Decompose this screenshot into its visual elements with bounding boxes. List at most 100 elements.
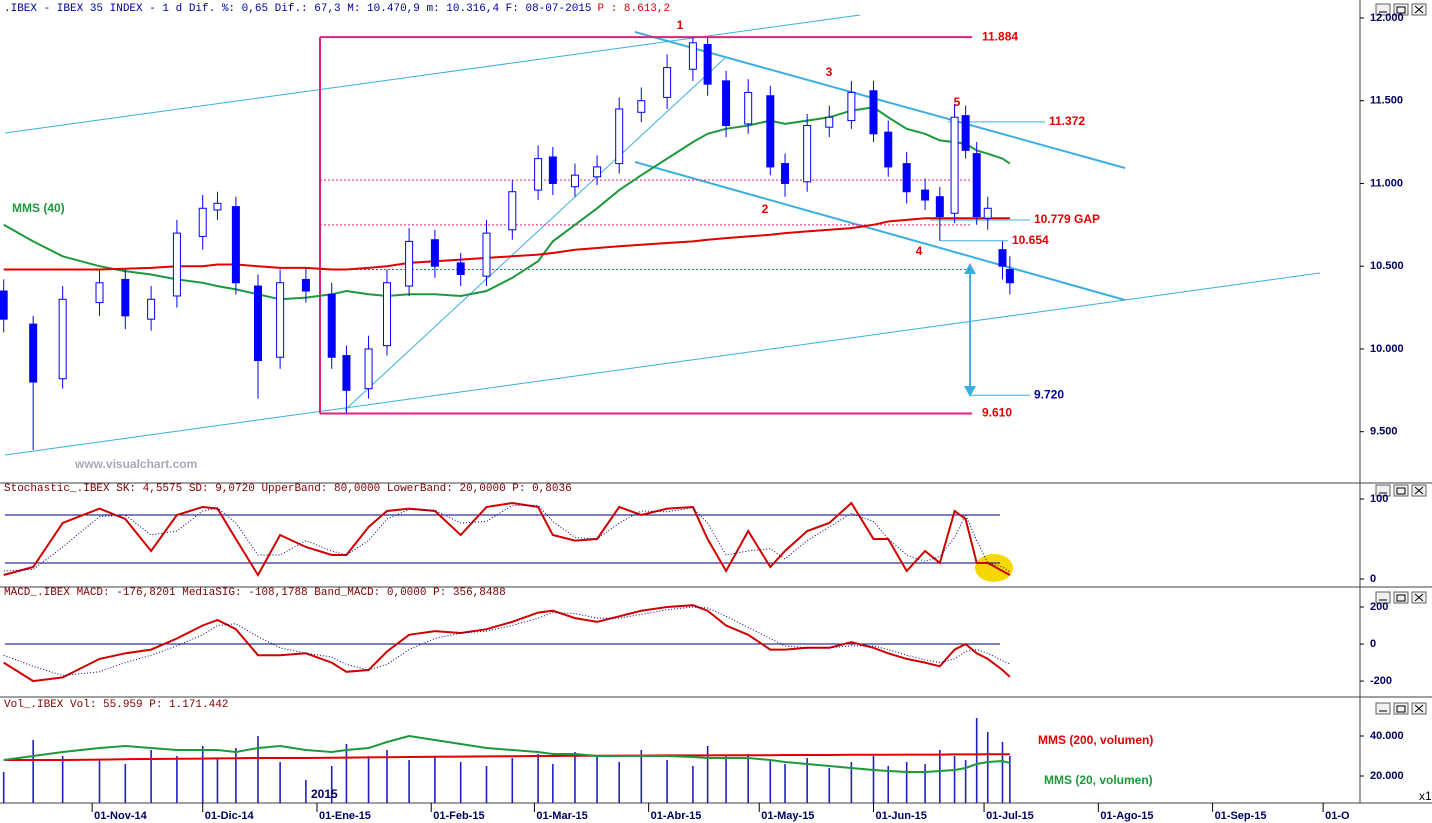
window-button[interactable] <box>1393 484 1409 497</box>
wave-label: 1 <box>677 18 684 32</box>
window-button[interactable] <box>1375 591 1391 604</box>
series-name: MMS (20, volumen) <box>1044 773 1153 787</box>
volume-bar <box>618 762 620 803</box>
panel-header: Vol_.IBEX Vol: 55.959 P: 1.171.442 <box>4 699 228 711</box>
series-name: MMS (200, volumen) <box>1038 733 1153 747</box>
level-label: 11.884 <box>982 29 1018 43</box>
volume-bar <box>806 758 808 803</box>
button-icon <box>1396 594 1406 602</box>
candle-body <box>456 262 465 275</box>
volume-bar <box>511 758 514 803</box>
volume-bar <box>872 756 875 803</box>
button-icon <box>1396 6 1406 14</box>
volume-bar <box>725 756 727 803</box>
volume-bar <box>640 750 643 803</box>
window-button[interactable] <box>1375 484 1391 497</box>
wave-label: 4 <box>916 244 923 258</box>
x-tick-label: 01-Feb-15 <box>433 810 484 822</box>
candle-body <box>961 115 970 151</box>
candle-body <box>847 91 856 122</box>
candle-body <box>0 290 8 320</box>
level-label: 10.779 GAP <box>1034 212 1100 226</box>
volume-bar <box>61 756 64 803</box>
candle-body <box>615 108 624 165</box>
volume-bar <box>850 762 853 803</box>
candle-body <box>935 196 944 218</box>
candle-body <box>921 189 930 201</box>
candle-body <box>147 298 156 320</box>
candle-body <box>534 158 543 191</box>
trend-line <box>344 57 726 411</box>
button-icon <box>1414 5 1424 14</box>
volume-bar <box>216 758 219 803</box>
volume-bar <box>828 768 831 803</box>
volume-bar <box>201 746 204 803</box>
volume-bar <box>964 760 967 803</box>
volume-bar <box>305 780 307 803</box>
y-tick-label: 100 <box>1370 493 1388 505</box>
window-button[interactable] <box>1375 702 1391 715</box>
x-tick-label: 01-May-15 <box>761 810 814 822</box>
candle-body <box>213 202 222 211</box>
candle-body <box>121 278 130 317</box>
trend-line <box>634 31 1126 169</box>
volume-bar <box>459 762 462 803</box>
x-tick-label: 01-Ene-15 <box>319 810 371 822</box>
volume-bar <box>975 718 978 803</box>
candle-body <box>29 323 38 383</box>
y-tick-label: 200 <box>1370 601 1388 613</box>
candle-body <box>593 166 602 178</box>
volume-bar <box>552 764 554 803</box>
candle-body <box>198 207 207 237</box>
candle-body <box>983 207 992 219</box>
window-button[interactable] <box>1393 591 1409 604</box>
candle-body <box>803 125 812 183</box>
candle-body <box>548 156 557 184</box>
window-button[interactable] <box>1375 3 1391 16</box>
frames <box>0 0 1432 804</box>
volume-bar <box>279 762 281 803</box>
volume-bar <box>2 772 5 803</box>
header-text: MACD_.IBEX MACD: -176,8201 MediaSIG: -10… <box>4 587 506 599</box>
candle-body <box>301 278 310 292</box>
window-button[interactable] <box>1393 702 1409 715</box>
candle-body <box>869 90 878 135</box>
button-icon <box>1414 486 1424 495</box>
volume-bar <box>666 760 668 803</box>
volume-bar <box>905 762 908 803</box>
y-tick-label: 0 <box>1370 573 1376 585</box>
window-button[interactable] <box>1393 3 1409 16</box>
y-tick-label: 10.000 <box>1370 343 1404 355</box>
trend-lines <box>4 14 1321 456</box>
y-tick-label: 12.000 <box>1370 12 1404 24</box>
y-tick-label: 10.500 <box>1370 260 1404 272</box>
trend-line <box>4 272 1321 456</box>
candle-body <box>570 174 579 188</box>
y-tick-label: -200 <box>1370 675 1392 687</box>
y-tick-label: 9.500 <box>1370 426 1398 438</box>
candle-body <box>998 249 1007 267</box>
level-label: 10.654 <box>1012 233 1049 247</box>
candle-body <box>972 153 981 218</box>
candle-body <box>364 348 373 390</box>
volume-bar <box>485 766 488 803</box>
volume-bar <box>747 754 749 803</box>
volume-bar <box>1001 742 1004 803</box>
volume-bar <box>345 744 348 803</box>
candle-body <box>253 285 262 362</box>
header-text: .IBEX - IBEX 35 INDEX - 1 d Dif. %: 0,65… <box>4 3 592 15</box>
candle-body <box>1005 269 1014 284</box>
button-icon <box>1396 705 1406 713</box>
panel-header: MACD_.IBEX MACD: -176,8201 MediaSIG: -10… <box>4 587 506 599</box>
candle-body <box>722 80 731 127</box>
header-text: Stochastic_.IBEX SK: 4,5575 SD: 9,0720 U… <box>4 483 572 495</box>
level-label: 9.720 <box>1034 387 1064 401</box>
y-tick-label: 11.000 <box>1370 177 1403 189</box>
x-tick-label: 01-Jul-15 <box>986 810 1034 822</box>
x-tick-label: 01-Abr-15 <box>651 810 702 822</box>
series-line <box>3 504 1011 573</box>
volume-bar <box>330 766 333 803</box>
volume-bar <box>150 750 152 803</box>
